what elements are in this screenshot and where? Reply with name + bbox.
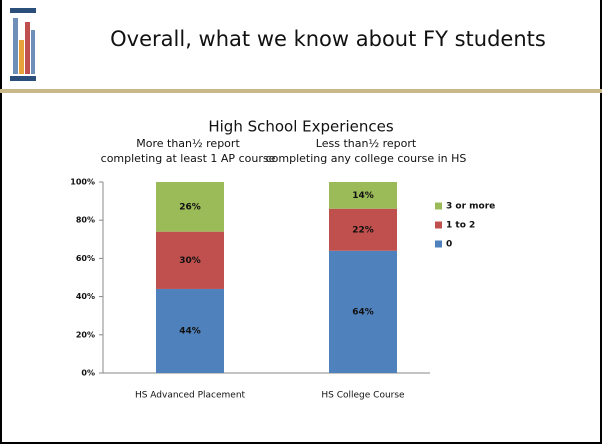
value-label: 22% (352, 225, 374, 235)
annotation: More than½ report (136, 137, 240, 150)
y-tick-label: 0% (81, 369, 95, 378)
y-tick-label: 100% (70, 178, 95, 187)
bar-segment (156, 231, 224, 289)
x-tick-label: HS College Course (321, 391, 405, 401)
bar-segment (156, 288, 224, 373)
value-label: 30% (179, 256, 201, 266)
legend-label: 1 to 2 (446, 221, 475, 231)
y-tick-label: 60% (76, 254, 95, 263)
annotation: completing at least 1 AP course (101, 152, 276, 165)
legend-label: 3 or more (446, 202, 495, 212)
legend-swatch (435, 240, 442, 248)
y-tick-label: 20% (76, 330, 95, 339)
bar-segment (329, 182, 397, 209)
value-label: 64% (352, 307, 374, 317)
logo (10, 8, 36, 81)
value-label: 44% (179, 326, 201, 336)
legend-swatch (435, 202, 442, 210)
legend-label: 0 (446, 240, 452, 250)
y-tick-label: 40% (76, 292, 95, 301)
annotation: completing any college course in HS (266, 152, 467, 165)
annotation: Less than½ report (316, 137, 417, 150)
legend-swatch (435, 221, 442, 229)
value-label: 26% (179, 202, 201, 212)
x-tick-label: HS Advanced Placement (135, 391, 246, 401)
chart-title: High School Experiences (208, 118, 393, 136)
slide-title: Overall, what we know about FY students (110, 27, 546, 51)
bar-segment (156, 182, 224, 232)
y-tick-label: 80% (76, 216, 95, 225)
bar-segment (329, 250, 397, 373)
value-label: 14% (352, 191, 374, 201)
bar-segment (329, 208, 397, 251)
